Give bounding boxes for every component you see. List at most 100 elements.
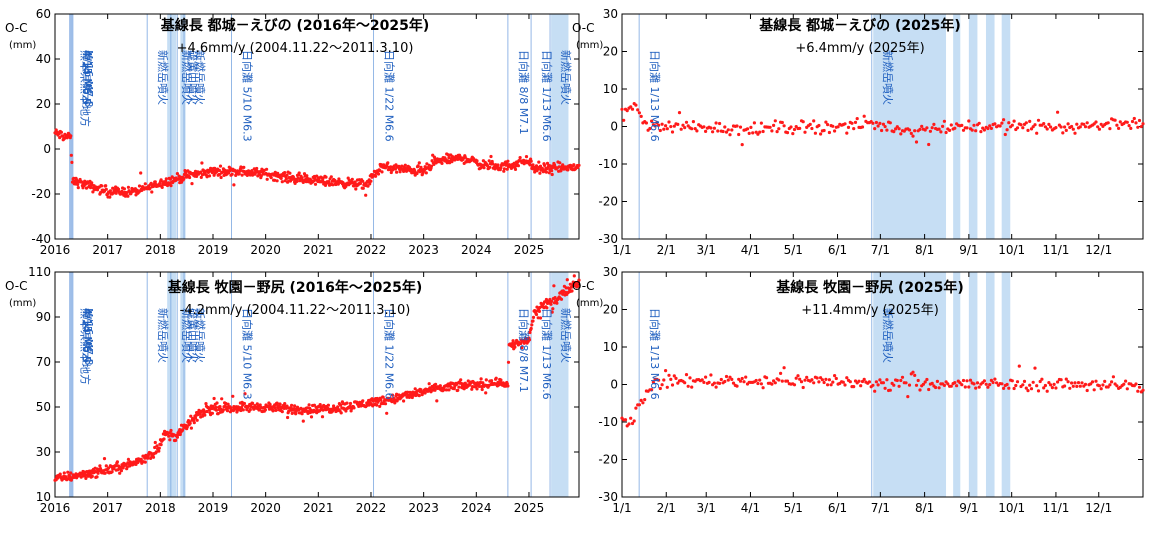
data-point <box>283 402 287 406</box>
data-point <box>622 118 626 122</box>
data-point <box>481 381 485 385</box>
data-point <box>232 183 236 187</box>
data-point <box>434 382 438 386</box>
data-point <box>874 380 879 384</box>
data-point <box>967 385 971 389</box>
data-point <box>724 130 729 134</box>
event-label: 熊本県熊本地方 <box>79 308 93 385</box>
data-point <box>413 169 417 173</box>
x-tick-label: 2016 <box>40 243 71 257</box>
data-point <box>402 169 406 173</box>
data-point <box>429 164 434 168</box>
data-point <box>529 159 533 163</box>
data-point <box>475 387 479 391</box>
data-point <box>577 278 581 282</box>
data-point <box>876 124 880 128</box>
data-point <box>544 170 549 174</box>
data-point <box>1066 122 1070 126</box>
data-point <box>942 383 947 387</box>
data-point <box>672 124 676 128</box>
data-point <box>1066 380 1070 384</box>
data-point <box>773 119 777 123</box>
data-point <box>1045 389 1049 393</box>
data-point <box>1127 124 1131 128</box>
y-tick-label: 0 <box>610 120 618 134</box>
x-tick-label: 1/1 <box>612 243 631 257</box>
data-point <box>927 142 931 147</box>
data-point <box>239 166 244 170</box>
data-point <box>297 171 301 175</box>
data-point <box>339 403 343 407</box>
data-point <box>1064 128 1068 132</box>
data-point <box>570 289 574 293</box>
data-point <box>188 421 192 425</box>
data-point <box>770 382 774 386</box>
data-point <box>1045 127 1049 131</box>
data-point <box>151 455 156 459</box>
data-point <box>195 418 199 422</box>
data-point <box>935 379 940 383</box>
data-point <box>1033 366 1037 370</box>
data-point <box>1035 131 1039 135</box>
data-point <box>650 119 654 123</box>
data-point <box>664 124 668 128</box>
data-point <box>271 409 275 413</box>
y-tick-label: -30 <box>598 232 618 246</box>
data-point <box>79 475 83 479</box>
data-point <box>490 379 494 383</box>
data-point <box>484 391 488 395</box>
data-point <box>445 388 449 392</box>
data-point <box>813 131 818 135</box>
data-point <box>751 131 755 135</box>
data-point <box>820 378 825 382</box>
shaded-period <box>167 14 177 239</box>
data-point <box>826 383 830 387</box>
data-point <box>416 164 420 168</box>
data-point <box>378 404 382 408</box>
data-point <box>676 381 680 385</box>
data-point <box>1012 386 1016 391</box>
data-point <box>986 126 990 131</box>
data-point <box>627 422 631 426</box>
data-point <box>984 382 988 386</box>
data-point <box>459 378 463 382</box>
data-point <box>752 121 757 125</box>
chart-miyakonojo-ebino-2025: -30 -20 -10 0 10 20 30 1/1 2/1 3/1 4/1 5/1 6/1 7/1 8/1… <box>572 7 1145 257</box>
data-point <box>205 175 209 179</box>
data-point <box>290 411 294 415</box>
data-points <box>620 364 1145 428</box>
data-point <box>972 123 976 127</box>
data-point <box>59 130 64 134</box>
x-tick-label: 2020 <box>250 243 281 257</box>
data-point <box>326 403 330 407</box>
data-point <box>657 123 661 127</box>
data-point <box>214 405 218 410</box>
data-point <box>519 341 523 346</box>
data-point <box>506 384 510 388</box>
data-point <box>906 395 910 399</box>
data-point <box>977 385 981 389</box>
data-point <box>775 130 779 134</box>
data-point <box>716 129 720 133</box>
x-tick-label: 12/1 <box>1085 243 1112 257</box>
data-point <box>810 378 814 382</box>
data-point <box>1082 122 1086 126</box>
data-point <box>803 130 807 134</box>
data-point <box>1056 110 1060 114</box>
data-point <box>1007 386 1011 390</box>
data-point <box>488 165 492 169</box>
data-point <box>569 285 574 289</box>
data-point <box>417 161 421 165</box>
data-point <box>350 177 354 181</box>
event-label: 日向灘 1/13 M6.6 <box>648 50 662 142</box>
data-point <box>819 132 823 136</box>
data-point <box>1052 382 1056 386</box>
data-point <box>548 164 553 168</box>
data-point <box>285 404 289 408</box>
data-point <box>550 172 554 177</box>
data-point <box>789 125 793 129</box>
data-point <box>1003 132 1007 137</box>
data-point <box>904 381 908 385</box>
x-tick-label: 2020 <box>250 501 281 515</box>
data-point <box>988 383 992 387</box>
